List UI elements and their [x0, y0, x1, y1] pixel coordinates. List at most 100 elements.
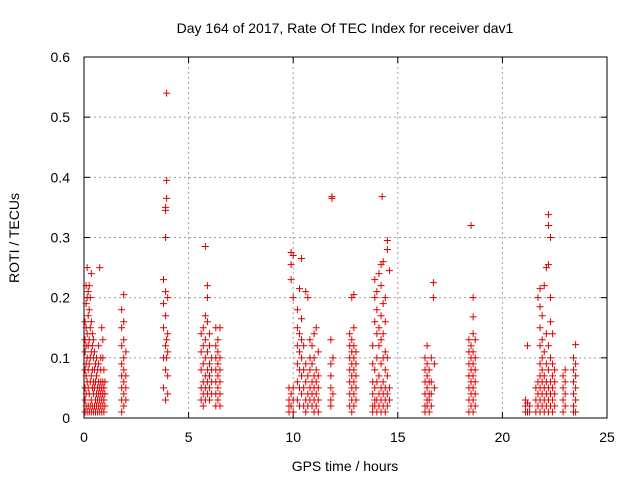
data-point	[327, 360, 335, 368]
data-point	[467, 221, 475, 229]
data-point	[118, 360, 126, 368]
y-tick-label: 0.5	[51, 109, 71, 125]
data-point	[471, 402, 479, 410]
data-point	[101, 402, 109, 410]
data-point	[85, 360, 93, 368]
data-point	[551, 378, 559, 386]
data-point	[120, 354, 128, 362]
data-point	[206, 342, 214, 350]
data-point	[423, 342, 431, 350]
data-point	[89, 336, 97, 344]
data-point	[559, 408, 567, 416]
data-point	[289, 408, 297, 416]
data-point	[348, 408, 356, 416]
data-point	[471, 336, 479, 344]
data-point	[572, 408, 580, 416]
data-point	[536, 342, 544, 350]
data-point	[350, 324, 358, 332]
x-axis-title: GPS time / hours	[292, 458, 399, 474]
data-point	[314, 384, 322, 392]
data-point	[373, 378, 381, 386]
data-point	[304, 372, 312, 380]
data-point	[118, 324, 126, 332]
data-point	[350, 354, 358, 362]
data-point	[289, 294, 297, 302]
data-point	[544, 261, 552, 269]
data-point	[549, 408, 557, 416]
data-point	[203, 348, 211, 356]
data-point	[214, 372, 222, 380]
data-point	[538, 312, 546, 320]
data-point	[327, 372, 335, 380]
data-point	[427, 354, 435, 362]
data-point	[293, 306, 301, 314]
data-point	[383, 372, 391, 380]
data-point	[551, 366, 559, 374]
data-point	[304, 294, 312, 302]
data-point	[471, 390, 479, 398]
data-point	[549, 396, 557, 404]
data-point	[383, 390, 391, 398]
data-point	[369, 360, 377, 368]
data-point	[538, 354, 546, 362]
data-point	[293, 378, 301, 386]
data-point	[289, 384, 297, 392]
data-point	[350, 390, 358, 398]
data-point	[383, 402, 391, 410]
x-tick-label: 5	[185, 429, 193, 445]
data-point	[203, 318, 211, 326]
data-point	[572, 341, 580, 349]
data-point	[373, 288, 381, 296]
x-tick-label: 20	[495, 429, 511, 445]
data-point	[547, 234, 555, 241]
data-point	[197, 330, 205, 338]
data-point	[162, 288, 170, 296]
data-point	[385, 396, 393, 404]
data-point	[302, 288, 310, 296]
data-point	[469, 348, 477, 356]
data-point	[201, 312, 209, 320]
data-point	[214, 348, 222, 356]
data-point	[287, 402, 295, 410]
data-point	[216, 354, 224, 362]
data-point	[561, 378, 569, 386]
data-point	[427, 378, 435, 386]
data-point	[162, 203, 170, 211]
data-point	[162, 366, 170, 374]
data-point	[120, 390, 128, 398]
data-point	[120, 336, 128, 344]
data-point	[162, 312, 170, 320]
data-point	[385, 267, 393, 275]
data-point	[118, 306, 126, 314]
data-point	[469, 396, 477, 404]
data-point	[379, 258, 387, 266]
data-point	[298, 354, 306, 362]
data-point	[159, 300, 167, 308]
data-point	[471, 366, 479, 374]
data-point	[197, 366, 205, 374]
data-point	[526, 402, 534, 410]
data-point	[164, 294, 172, 302]
data-point	[547, 318, 555, 326]
data-point	[96, 264, 104, 272]
data-point	[559, 372, 567, 380]
data-point	[87, 318, 95, 326]
data-point	[83, 264, 91, 272]
data-point	[544, 221, 552, 229]
data-point	[378, 193, 386, 201]
data-point	[542, 360, 550, 368]
data-point	[300, 342, 308, 350]
data-point	[88, 330, 96, 338]
data-point	[312, 402, 320, 410]
data-point	[547, 354, 555, 362]
data-point	[298, 255, 306, 263]
data-point	[540, 282, 548, 290]
data-point	[379, 300, 387, 308]
data-point	[350, 366, 358, 374]
data-point	[293, 360, 301, 368]
data-point	[201, 354, 209, 362]
data-point	[570, 378, 578, 386]
y-tick-label: 0.6	[51, 49, 71, 65]
data-point	[549, 360, 557, 368]
